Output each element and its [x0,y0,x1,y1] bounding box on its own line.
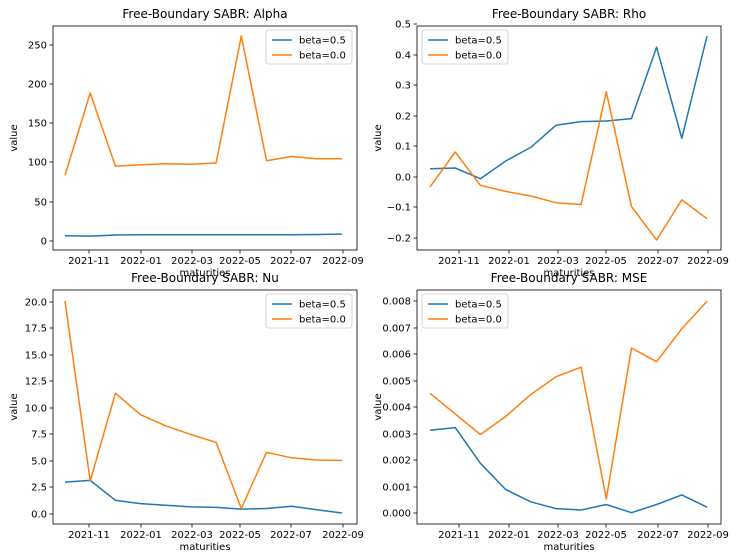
y-tick-label: 0.2 [395,112,411,123]
x-tick-label: 2021-11 [68,530,110,541]
legend-entry: beta=0.5 [299,300,346,311]
legend-entry: beta=0.0 [455,315,502,326]
series-line-beta=0.5 [64,479,343,514]
legend: beta=0.5 beta=0.0 [265,29,353,65]
series-line-beta=0.0 [64,35,342,176]
axes-frame [416,25,722,251]
legend: beta=0.5 beta=0.0 [421,293,509,329]
y-tick-label: 0.002 [382,456,411,467]
x-tick-label: 2022-01 [120,256,162,267]
y-tick-label: 0.005 [382,377,411,388]
x-tick-label: 2022-07 [637,256,679,267]
x-tick-label: 2022-09 [322,530,364,541]
chart-title: Free-Boundary SABR: MSE [491,271,648,285]
y-axis-label: value [373,124,384,151]
y-tick-label: 0.000 [382,509,411,520]
y-tick-label: 150 [28,119,47,130]
x-tick-label: 2022-03 [537,530,579,541]
legend: beta=0.5 beta=0.0 [265,293,353,329]
x-tick-label: 2022-09 [322,256,364,267]
y-tick-label: 7.5 [31,430,47,441]
series-line-beta=0.0 [429,91,708,241]
y-tick-label: 0.4 [395,51,411,62]
x-tick-label: 2021-11 [438,256,480,267]
x-axis-label: maturities [543,542,594,553]
series-line-beta=0.5 [64,233,343,237]
chart-title: Free-Boundary SABR: Rho [492,7,646,21]
legend-entry: beta=0.5 [455,300,502,311]
x-tick-label: 2022-01 [488,530,530,541]
y-tick-label: 0.0 [395,173,411,184]
legend-entry: beta=0.5 [455,36,502,47]
x-tick-label: 2022-05 [219,256,261,267]
x-tick-label: 2022-09 [687,256,729,267]
x-axis-label: maturities [543,268,594,279]
x-tick-label: 2022-09 [687,530,729,541]
x-tick-label: 2022-07 [637,530,679,541]
x-axis-label: maturities [179,268,230,279]
y-tick-label: 0.1 [395,142,411,153]
legend-entry: beta=0.0 [455,51,502,62]
y-axis-label: value [9,124,20,151]
x-tick-label: 2022-03 [537,256,579,267]
x-tick-label: 2022-03 [171,256,213,267]
y-tick-label: 0.006 [382,350,411,361]
y-tick-label: 0.003 [382,430,411,441]
y-tick-label: 0.001 [382,483,411,494]
subplot-4: 0.000 0.001 0.002 0.003 0.004 0.005 0.006 0.007… [373,271,729,553]
x-axis-label: maturities [179,542,230,553]
y-axis-label: value [9,393,20,420]
x-tick-label: 2022-01 [120,530,162,541]
y-tick-label: 100 [28,158,47,169]
subplot-3: 0.0 2.5 5.0 7.5 10.0 12.5 15.0 17.5 20.0 2021-11 2… [9,271,364,553]
subplot-2: −0.2 −0.1 0.0 0.1 0.2 0.3 0.4 0.5 2021-11 2022-01… [373,7,729,279]
y-tick-label: 200 [28,80,47,91]
axes-frame [52,25,358,251]
chart-title: Free-Boundary SABR: Nu [131,271,279,285]
chart-title: Free-Boundary SABR: Alpha [122,7,287,21]
legend-entry: beta=0.0 [299,315,346,326]
y-tick-label: 10.0 [25,404,47,415]
x-tick-label: 2022-07 [270,256,312,267]
x-tick-label: 2022-01 [488,256,530,267]
y-tick-label: 250 [28,41,47,52]
x-tick-label: 2022-03 [171,530,213,541]
series-line-beta=0.5 [429,35,708,180]
y-tick-label: −0.2 [387,234,411,245]
series-line-beta=0.5 [429,426,708,514]
y-tick-label: 0 [41,237,47,248]
y-tick-label: −0.1 [387,203,411,214]
y-axis-label: value [373,393,384,420]
x-tick-label: 2021-11 [438,530,480,541]
axes-frame [52,289,358,525]
series-line-beta=0.0 [429,300,708,500]
series-line-beta=0.0 [64,300,343,510]
y-tick-label: 5.0 [31,457,47,468]
y-tick-label: 0.008 [382,297,411,308]
y-tick-label: 20.0 [25,298,47,309]
legend-entry: beta=0.0 [299,51,346,62]
y-tick-label: 0.007 [382,324,411,335]
x-tick-label: 2022-05 [585,256,627,267]
legend: beta=0.5 beta=0.0 [421,29,509,65]
legend-entry: beta=0.5 [299,36,346,47]
subplot-1: 0 50 100 150 200 250 2021-11 2022-01 2022-03 2022… [9,7,364,279]
y-tick-label: 15.0 [25,351,47,362]
y-tick-label: 12.5 [25,377,47,388]
x-tick-label: 2021-11 [68,256,110,267]
y-tick-label: 0.3 [395,81,411,92]
y-tick-label: 50 [34,198,47,209]
y-tick-label: 0.004 [382,403,411,414]
y-tick-label: 2.5 [31,483,47,494]
x-tick-label: 2022-07 [270,530,312,541]
y-tick-label: 17.5 [25,324,47,335]
y-tick-label: 0.5 [395,20,411,31]
x-tick-label: 2022-05 [585,530,627,541]
x-tick-label: 2022-05 [219,530,261,541]
y-tick-label: 0.0 [31,510,47,521]
